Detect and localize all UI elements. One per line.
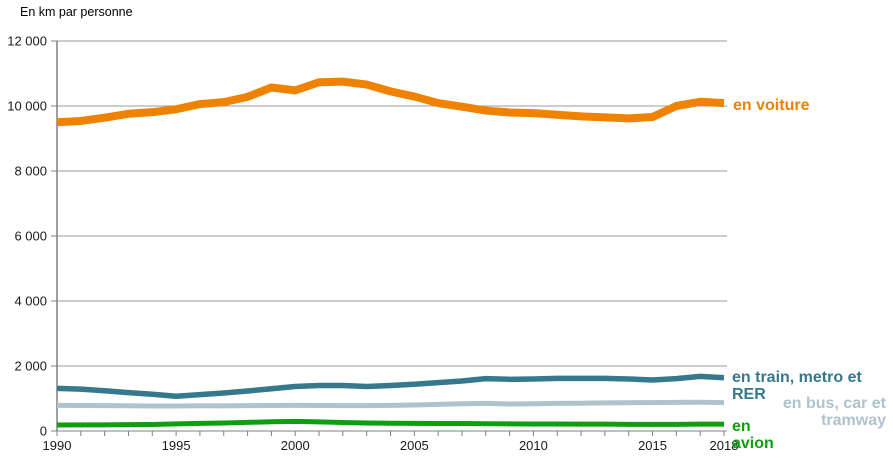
y-axis-tick-label: 12 000: [7, 34, 47, 49]
series-label-en-avion: en avion: [732, 418, 774, 452]
x-axis-tick-label: 2015: [638, 438, 667, 453]
x-axis-tick-label: 1990: [43, 438, 72, 453]
y-axis-tick-label: 10 000: [7, 99, 47, 114]
x-axis-tick-label: 2010: [519, 438, 548, 453]
series-line-voiture: [56, 77, 725, 127]
series-line-avion: [56, 418, 724, 428]
chart-title: En km par personne: [20, 5, 133, 19]
x-axis-tick-label: 2005: [400, 438, 429, 453]
x-axis-tick-label: 2000: [281, 438, 310, 453]
series-label-en-voiture: en voiture: [733, 97, 810, 114]
series-line-train: [56, 373, 725, 399]
series-label-en-bus-car-tramway: en bus, car et tramway: [782, 395, 886, 429]
y-axis-tick-label: 6 000: [14, 229, 47, 244]
x-axis-tick-label: 1995: [162, 438, 191, 453]
series-line-bus: [56, 399, 725, 409]
x-axis-tick-label: 2018: [710, 438, 739, 453]
y-axis-tick-label: 8 000: [14, 164, 47, 179]
series-label-en-train-metro-rer: en train, metro et RER: [732, 369, 862, 403]
y-axis-tick-label: 2 000: [14, 359, 47, 374]
y-axis-tick-label: 0: [40, 424, 47, 439]
y-axis-tick-label: 4 000: [14, 294, 47, 309]
